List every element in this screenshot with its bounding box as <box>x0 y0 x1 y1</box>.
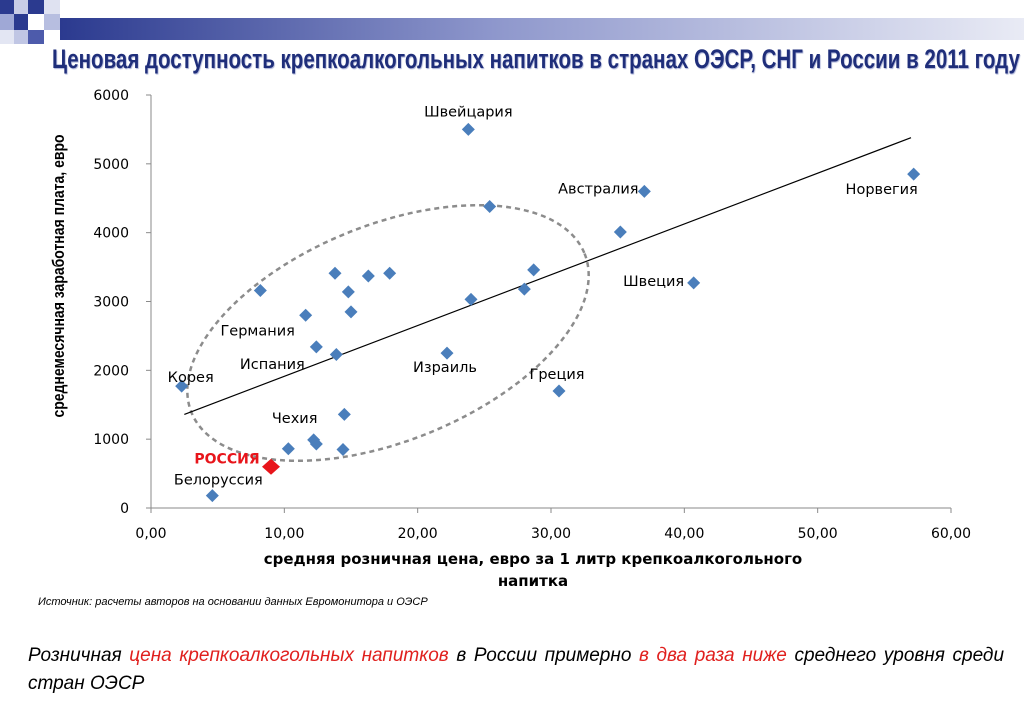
conclusion-part-3: в России примерно <box>448 645 639 666</box>
cluster-ellipse <box>186 203 590 463</box>
x-axis-title-line-1: средняя розничная цена, евро за 1 литр к… <box>264 550 803 568</box>
point-label: Греция <box>530 367 585 383</box>
data-point-Швейцария <box>461 122 475 136</box>
point-label: Израиль <box>413 360 477 376</box>
trend-line <box>184 137 912 415</box>
conclusion-highlight-2: в два раза ниже <box>639 645 787 666</box>
data-point-Белоруссия <box>205 489 219 503</box>
point-label: Чехия <box>272 411 318 427</box>
conclusion-part-1: Розничная <box>28 645 130 666</box>
data-point-Израиль <box>440 346 454 360</box>
data-point-Греция <box>552 384 566 398</box>
point-label: Швейцария <box>424 104 513 120</box>
data-point-21 <box>337 407 351 421</box>
x-tick-label: 50,00 <box>798 526 838 542</box>
russia-label: РОССИЯ <box>194 452 259 468</box>
x-axis-title-line-2: напитка <box>498 572 568 590</box>
data-point-11 <box>253 283 267 297</box>
y-tick-label: 5000 <box>93 157 129 173</box>
data-point-24 <box>281 442 295 456</box>
x-tick-label: 0,00 <box>135 526 166 542</box>
conclusion-text: Розничная цена крепкоалкогольных напитко… <box>28 642 1004 698</box>
point-label: Австралия <box>558 181 638 197</box>
x-tick-label: 60,00 <box>931 526 971 542</box>
data-point-Норвегия <box>907 167 921 181</box>
data-point-5 <box>527 263 541 277</box>
point-label: Норвегия <box>846 182 918 198</box>
data-point-Корея <box>175 379 189 393</box>
x-tick-label: 30,00 <box>531 526 571 542</box>
scatter-chart: 0 1000 2000 3000 4000 5000 6000 0,00 10,00 20,00 3… <box>50 88 971 590</box>
x-tick-label: 10,00 <box>264 526 304 542</box>
y-tick-label: 4000 <box>93 226 129 242</box>
data-point-4 <box>613 225 627 239</box>
y-tick-label: 1000 <box>93 432 129 448</box>
data-point-12 <box>341 285 355 299</box>
x-tick-label: 40,00 <box>664 526 704 542</box>
data-point-Швеция <box>687 276 701 290</box>
y-tick-label: 3000 <box>93 295 129 311</box>
data-point-14 <box>344 305 358 319</box>
data-point-3 <box>483 200 497 214</box>
source-note: Источник: расчеты авторов на основании д… <box>38 596 428 608</box>
point-label: Швеция <box>623 274 684 290</box>
data-point-Испания <box>309 340 323 354</box>
y-tick-label: 0 <box>120 501 129 517</box>
point-label: Белоруссия <box>174 473 263 489</box>
y-tick-label: 6000 <box>93 88 129 104</box>
data-point-8 <box>361 269 375 283</box>
data-point-Австралия <box>637 184 651 198</box>
data-point-6 <box>328 266 342 280</box>
data-point-10 <box>517 282 531 296</box>
data-point-13 <box>464 292 478 306</box>
point-label: Испания <box>240 357 305 373</box>
data-point-25 <box>336 442 350 456</box>
data-point-18 <box>329 348 343 362</box>
conclusion-part-5: среднего уровня среди стран ОЭСР <box>28 645 1005 694</box>
conclusion-highlight-1: цена крепкоалкогольных напитков <box>129 645 449 666</box>
data-point-7 <box>383 266 397 280</box>
data-point-Германия <box>299 308 313 322</box>
data-point-23 <box>309 437 323 451</box>
point-label: Корея <box>168 370 214 386</box>
data-point-russia <box>262 458 280 475</box>
y-axis-title: среднемесячная заработная плата, евро <box>50 134 68 417</box>
point-label: Германия <box>220 323 294 339</box>
y-tick-label: 2000 <box>93 363 129 379</box>
x-tick-label: 20,00 <box>398 526 438 542</box>
